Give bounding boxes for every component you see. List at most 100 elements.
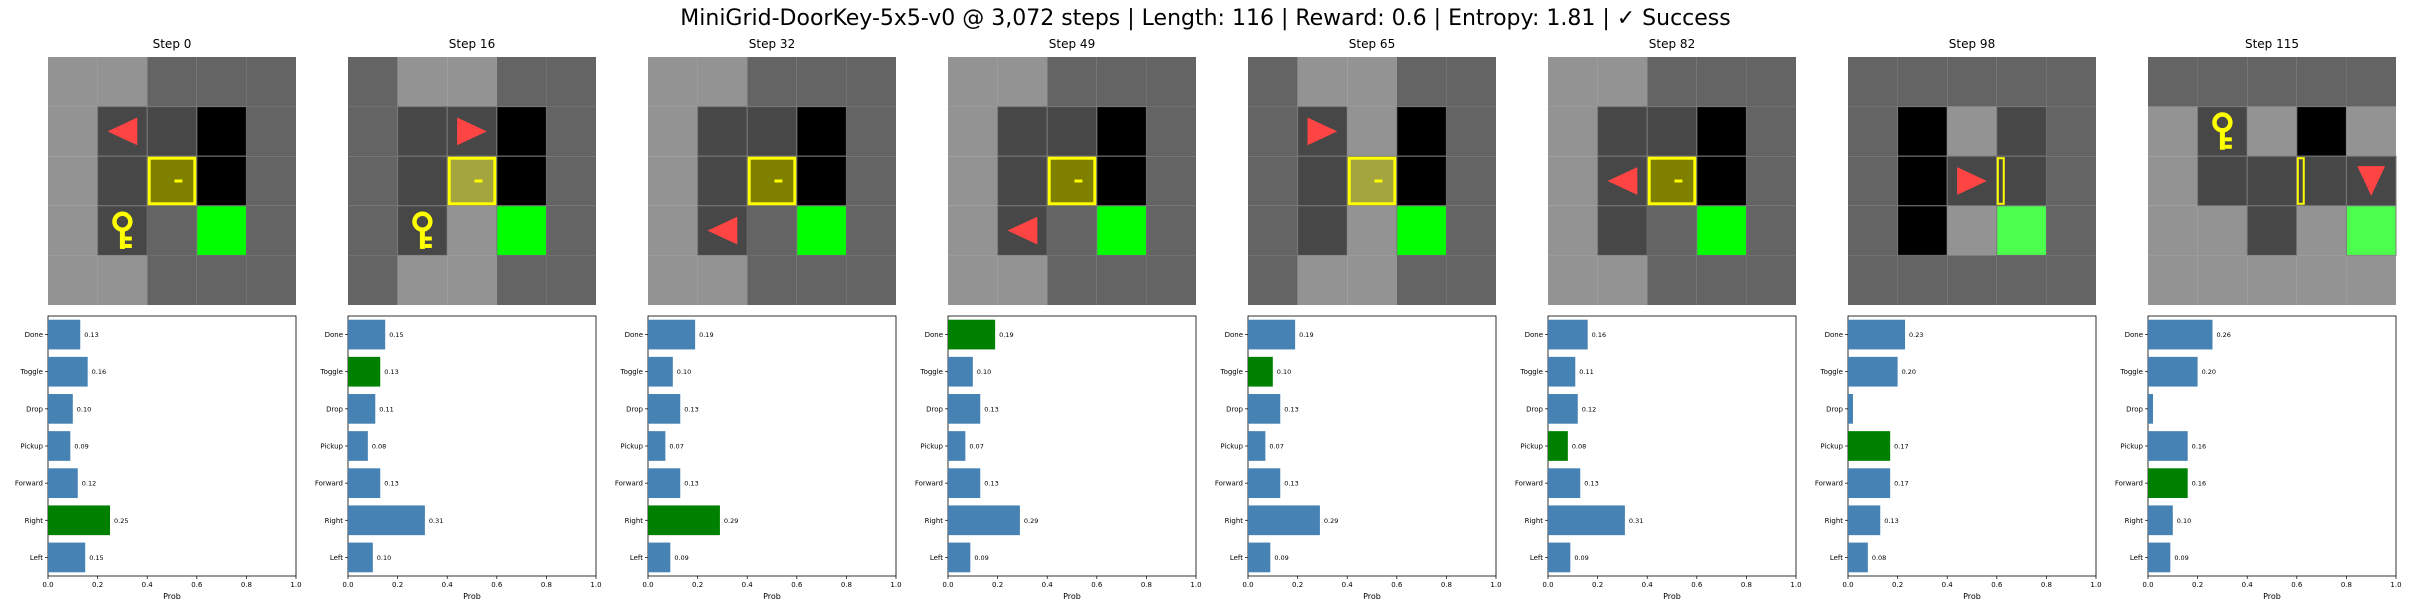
value-label: 0.20 xyxy=(2202,368,2216,376)
value-label: 0.13 xyxy=(384,368,398,376)
door-handle-icon xyxy=(1074,179,1083,183)
floor-cell xyxy=(1096,57,1147,107)
goal-cell xyxy=(796,205,847,256)
door-handle-icon xyxy=(774,179,783,183)
x-tick-label: 0.0 xyxy=(42,581,53,589)
visible-floor-cell xyxy=(1597,255,1648,305)
x-axis-label: Prob xyxy=(463,592,481,601)
step-title: Step 65 xyxy=(1349,37,1395,51)
x-tick-label: 0.0 xyxy=(2142,581,2153,589)
visible-floor-cell xyxy=(1347,255,1397,305)
floor-cell xyxy=(496,57,547,107)
unseen-cell xyxy=(1897,205,1948,256)
visible-floor-cell xyxy=(1548,57,1598,107)
value-label: 0.19 xyxy=(699,331,713,339)
y-tick-label: Forward xyxy=(1515,480,1543,488)
door-handle-icon xyxy=(174,179,183,183)
step-title: Step 98 xyxy=(1949,37,1995,51)
bar-left xyxy=(348,542,373,573)
value-label: 0.13 xyxy=(684,405,698,413)
floor-cell xyxy=(2046,156,2096,206)
y-tick-label: Pickup xyxy=(1820,443,1843,451)
y-tick-label: Drop xyxy=(2126,405,2143,413)
value-label: 0.08 xyxy=(1572,443,1586,451)
y-tick-label: Done xyxy=(325,331,343,339)
value-label: 0.16 xyxy=(92,368,106,376)
x-tick-label: 0.6 xyxy=(1391,581,1403,589)
floor-cell xyxy=(246,205,296,256)
floor-cell xyxy=(1446,156,1496,206)
x-axis-label: Prob xyxy=(163,592,181,601)
floor-cell xyxy=(1947,57,1997,107)
floor-cell xyxy=(246,57,296,107)
floor-cell xyxy=(546,106,596,157)
action-prob-chart: Done 0.13 Toggle 0.16 Drop 0.10 Pickup 0.09 Forw… xyxy=(15,315,302,601)
y-tick-label: Forward xyxy=(615,480,643,488)
floor-cell xyxy=(1647,205,1697,256)
key-tooth xyxy=(424,243,432,248)
floor-cell xyxy=(147,255,197,305)
value-label: 0.25 xyxy=(114,517,128,525)
y-tick-label: Done xyxy=(925,331,943,339)
floor-cell xyxy=(1696,57,1747,107)
floor-cell xyxy=(1146,106,1196,157)
y-tick-label: Forward xyxy=(315,480,343,488)
x-tick-label: 0.2 xyxy=(692,581,703,589)
floor-cell xyxy=(1848,205,1898,256)
floor-cell xyxy=(246,156,296,206)
floor-cell xyxy=(1696,255,1747,305)
bar-drop xyxy=(1248,394,1281,424)
y-tick-label: Toggle xyxy=(319,368,343,376)
bar-left xyxy=(48,542,86,573)
x-tick-label: 0.4 xyxy=(442,581,454,589)
wall-cell xyxy=(697,106,748,157)
x-tick-label: 0.6 xyxy=(1691,581,1703,589)
y-tick-label: Left xyxy=(630,554,643,562)
value-label: 0.09 xyxy=(674,554,688,562)
visible-floor-cell xyxy=(2296,255,2347,305)
visible-floor-cell xyxy=(1548,255,1598,305)
y-tick-label: Pickup xyxy=(920,443,943,451)
panel-step-49: Step 49 Done 0.19 Toggle 0.10 Drop 0.13 Pickup 0… xyxy=(915,37,1202,601)
value-label: 0.19 xyxy=(1299,331,1313,339)
y-tick-label: Toggle xyxy=(919,368,943,376)
bar-pickup xyxy=(2148,431,2188,461)
x-tick-label: 1.0 xyxy=(1190,581,1201,589)
x-axis-label: Prob xyxy=(1963,592,1981,601)
visible-floor-cell xyxy=(948,255,998,305)
bar-toggle xyxy=(1848,356,1898,387)
bar-pickup xyxy=(348,431,368,461)
floor-cell xyxy=(1248,156,1298,206)
chart-frame xyxy=(947,315,1197,577)
open-door-icon xyxy=(1996,157,2005,205)
floor-cell xyxy=(348,255,398,305)
visible-floor-cell xyxy=(697,255,748,305)
value-label: 0.10 xyxy=(2177,517,2191,525)
floor-cell xyxy=(1848,156,1898,206)
value-label: 0.10 xyxy=(677,368,691,376)
x-tick-label: 0.4 xyxy=(1042,581,1054,589)
x-tick-label: 0.8 xyxy=(841,581,852,589)
y-tick-label: Pickup xyxy=(320,443,343,451)
x-tick-label: 0.6 xyxy=(2291,581,2303,589)
bar-left xyxy=(948,542,971,573)
key-shaft xyxy=(119,228,125,249)
floor-cell xyxy=(2046,57,2096,107)
x-tick-label: 0.6 xyxy=(191,581,203,589)
bar-done xyxy=(1248,319,1296,350)
value-label: 0.09 xyxy=(974,554,988,562)
x-tick-label: 0.6 xyxy=(791,581,803,589)
bar-left xyxy=(2148,542,2171,573)
floor-cell xyxy=(1096,255,1147,305)
bar-forward xyxy=(2148,468,2188,498)
x-axis-label: Prob xyxy=(1663,592,1681,601)
visible-floor-cell xyxy=(2346,255,2396,305)
x-tick-label: 0.4 xyxy=(1342,581,1354,589)
door-icon xyxy=(147,156,197,206)
wall-cell xyxy=(146,106,198,157)
value-label: 0.12 xyxy=(82,480,96,488)
bar-forward xyxy=(948,468,981,498)
floor-cell xyxy=(1146,156,1196,206)
value-label: 0.16 xyxy=(1592,331,1606,339)
